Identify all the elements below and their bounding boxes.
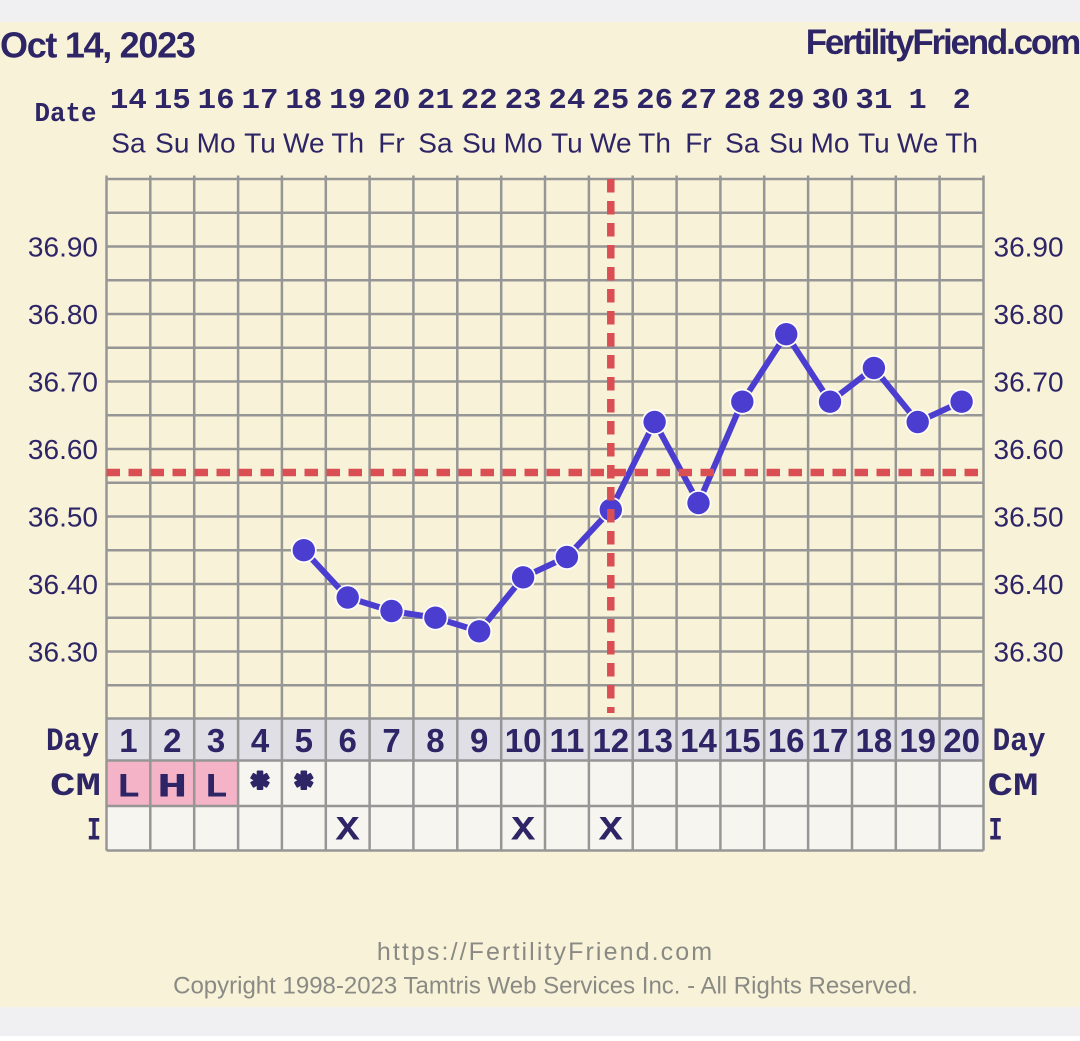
svg-text:7: 7 (382, 722, 400, 759)
svg-text:X: X (511, 813, 536, 851)
svg-text:20: 20 (373, 81, 410, 117)
svg-text:5: 5 (295, 722, 313, 759)
svg-text:24: 24 (548, 84, 585, 117)
svg-text:19: 19 (329, 84, 366, 117)
svg-text:36.40: 36.40 (994, 569, 1064, 600)
svg-text:Sa: Sa (418, 128, 453, 159)
svg-text:X: X (336, 813, 361, 851)
svg-text:15: 15 (154, 84, 191, 117)
svg-text:3: 3 (207, 722, 225, 759)
svg-text:CM: CM (50, 768, 101, 805)
svg-text:Date: Date (35, 100, 97, 130)
svg-text:36.70: 36.70 (994, 366, 1064, 397)
svg-text:16: 16 (768, 722, 805, 759)
svg-text:19: 19 (899, 722, 936, 759)
svg-text:H: H (157, 769, 188, 808)
svg-text:12: 12 (592, 722, 629, 759)
svg-text:We: We (590, 128, 632, 159)
svg-text:Copyright 1998-2023 Tamtris We: Copyright 1998-2023 Tamtris Web Services… (173, 973, 918, 1000)
svg-text:30: 30 (812, 81, 849, 117)
svg-text:1: 1 (909, 84, 927, 117)
svg-text:20: 20 (943, 722, 980, 759)
svg-text:9: 9 (470, 722, 488, 759)
svg-text:Su: Su (462, 128, 496, 159)
svg-text:36.30: 36.30 (994, 636, 1064, 667)
svg-text:14: 14 (680, 722, 717, 759)
svg-text:L: L (116, 769, 140, 808)
svg-text:L: L (204, 769, 228, 808)
svg-text:36.60: 36.60 (28, 434, 98, 465)
svg-text:17: 17 (812, 722, 849, 759)
svg-text:Th: Th (638, 128, 671, 159)
svg-text:28: 28 (724, 84, 761, 117)
svg-text:2: 2 (163, 722, 181, 759)
svg-text:https://FertilityFriend.com: https://FertilityFriend.com (377, 938, 714, 966)
svg-text:FertilityFriend.com: FertilityFriend.com (806, 23, 1079, 62)
svg-text:We: We (283, 128, 325, 159)
svg-text:Fr: Fr (378, 128, 404, 159)
svg-text:14: 14 (110, 84, 147, 117)
svg-text:21: 21 (417, 84, 454, 117)
svg-text:29: 29 (768, 84, 805, 117)
svg-text:36.30: 36.30 (28, 636, 98, 667)
svg-text:18: 18 (285, 84, 322, 117)
svg-text:36.80: 36.80 (994, 299, 1064, 330)
svg-text:Tu: Tu (551, 128, 583, 159)
svg-text:Mo: Mo (811, 128, 850, 159)
svg-text:4: 4 (251, 722, 270, 759)
svg-text:11: 11 (549, 722, 584, 759)
svg-text:27: 27 (680, 84, 717, 117)
svg-text:36.80: 36.80 (28, 299, 98, 330)
svg-text:Oct 14, 2023: Oct 14, 2023 (0, 25, 195, 66)
svg-text:Mo: Mo (197, 128, 236, 159)
svg-text:Su: Su (155, 128, 189, 159)
svg-text:Day: Day (46, 723, 99, 760)
svg-text:16: 16 (198, 84, 235, 117)
svg-text:10: 10 (505, 722, 542, 759)
svg-text:17: 17 (242, 84, 279, 117)
svg-text:36.40: 36.40 (28, 569, 98, 600)
svg-text:We: We (897, 128, 939, 159)
svg-text:Day: Day (993, 723, 1046, 760)
svg-text:1: 1 (119, 722, 137, 759)
svg-text:Su: Su (769, 128, 803, 159)
svg-text:Sa: Sa (725, 128, 760, 159)
svg-text:X: X (599, 813, 624, 851)
svg-text:18: 18 (856, 722, 893, 759)
svg-text:36.50: 36.50 (28, 501, 98, 532)
svg-text:26: 26 (636, 84, 673, 117)
svg-text:CM: CM (988, 768, 1039, 805)
svg-text:31: 31 (855, 84, 892, 117)
svg-text:Tu: Tu (244, 128, 276, 159)
svg-text:Fr: Fr (685, 128, 711, 159)
svg-text:36.60: 36.60 (994, 434, 1064, 465)
svg-text:Th: Th (331, 128, 364, 159)
svg-text:Tu: Tu (858, 128, 890, 159)
svg-text:36.50: 36.50 (994, 501, 1064, 532)
svg-text:8: 8 (426, 722, 444, 759)
svg-text:Sa: Sa (111, 128, 146, 159)
svg-text:I: I (87, 813, 101, 850)
svg-text:22: 22 (461, 84, 498, 117)
svg-text:6: 6 (339, 722, 357, 759)
svg-text:36.90: 36.90 (28, 231, 98, 262)
svg-text:25: 25 (592, 84, 629, 117)
svg-text:36.70: 36.70 (28, 366, 98, 397)
svg-text:I: I (989, 813, 1003, 850)
svg-text:15: 15 (724, 722, 761, 759)
svg-text:36.90: 36.90 (994, 231, 1064, 262)
svg-text:Th: Th (945, 128, 978, 159)
svg-text:Mo: Mo (504, 128, 543, 159)
svg-text:23: 23 (505, 84, 542, 117)
svg-text:2: 2 (953, 84, 971, 117)
svg-text:13: 13 (636, 722, 673, 759)
